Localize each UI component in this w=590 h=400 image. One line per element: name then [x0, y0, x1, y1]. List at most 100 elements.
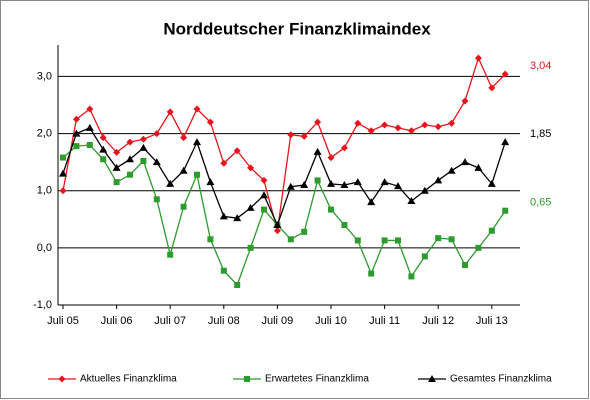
marker [327, 154, 335, 162]
marker [475, 244, 482, 251]
marker [139, 135, 147, 143]
marker [247, 164, 255, 172]
marker [247, 244, 254, 251]
y-tick-label: 2,0 [37, 127, 52, 139]
marker [220, 267, 227, 274]
marker [420, 186, 429, 194]
marker [354, 237, 361, 244]
marker [434, 176, 443, 184]
marker [488, 84, 496, 92]
marker [180, 203, 187, 210]
marker [501, 70, 509, 78]
marker [72, 115, 80, 123]
marker [233, 147, 241, 155]
marker [100, 156, 107, 163]
marker [447, 166, 456, 174]
marker [300, 181, 309, 188]
y-tick-label: 1,0 [37, 185, 52, 197]
marker [152, 158, 161, 166]
marker [502, 207, 509, 214]
marker [273, 221, 282, 228]
chart-title: Norddeutscher Finanzklimaindex [163, 19, 431, 38]
marker [474, 163, 483, 171]
marker [167, 251, 174, 258]
marker [220, 159, 228, 167]
marker [273, 227, 281, 235]
x-tick-label: Juli 08 [208, 315, 240, 327]
marker [286, 182, 295, 190]
end-label: 3,04 [530, 60, 551, 72]
marker [300, 132, 308, 140]
marker [394, 124, 402, 132]
end-label: 1,85 [530, 128, 551, 140]
marker [367, 198, 376, 206]
x-tick-label: Juli 06 [101, 315, 133, 327]
marker [287, 236, 294, 243]
marker [126, 138, 134, 146]
marker [435, 235, 442, 242]
marker [381, 237, 388, 244]
marker [327, 179, 335, 187]
marker [381, 121, 389, 129]
marker [448, 236, 455, 243]
marker [461, 158, 469, 166]
marker [219, 212, 228, 220]
marker [99, 134, 107, 142]
marker [140, 158, 147, 164]
marker [126, 155, 134, 163]
marker [113, 148, 121, 156]
series-line [62, 144, 506, 287]
marker [434, 123, 442, 131]
x-tick-label: Juli 12 [422, 315, 454, 327]
y-tick-label: 0,0 [37, 242, 52, 254]
marker [153, 130, 161, 138]
marker [234, 282, 241, 288]
marker [487, 179, 496, 187]
marker [166, 179, 175, 187]
legend-label: Aktuelles Finanzklima [80, 374, 177, 385]
marker [314, 177, 321, 184]
marker [462, 262, 468, 268]
marker [206, 178, 215, 186]
x-tick-label: Juli 11 [369, 315, 400, 327]
marker [407, 127, 415, 135]
marker [153, 196, 160, 203]
series-line [62, 127, 506, 227]
marker [421, 121, 429, 129]
marker [99, 145, 108, 153]
marker [180, 134, 188, 142]
marker [368, 270, 375, 277]
marker [260, 176, 268, 184]
x-tick-label: Juli 05 [47, 315, 79, 327]
marker [354, 119, 362, 127]
marker [113, 179, 120, 186]
marker [408, 273, 415, 280]
legend-label: Erwartetes Finanzklima [265, 374, 369, 385]
marker [86, 142, 93, 148]
marker [340, 181, 349, 188]
marker [380, 178, 389, 186]
x-tick-label: Juli 09 [262, 315, 294, 327]
marker [233, 214, 242, 222]
marker [474, 54, 482, 62]
marker [246, 203, 255, 211]
marker [59, 187, 67, 195]
marker [395, 237, 401, 244]
marker [112, 163, 121, 171]
x-tick-label: Juli 13 [476, 315, 508, 327]
legend-label: Gesamtes Finanzklima [450, 374, 552, 385]
marker [261, 206, 267, 213]
marker [407, 197, 416, 204]
marker [206, 118, 214, 126]
marker [166, 108, 174, 116]
marker [193, 138, 201, 146]
marker [60, 154, 66, 161]
marker [353, 178, 362, 186]
marker [207, 236, 214, 243]
marker [194, 171, 200, 178]
marker [501, 138, 510, 146]
marker [179, 166, 188, 174]
marker [301, 228, 308, 235]
